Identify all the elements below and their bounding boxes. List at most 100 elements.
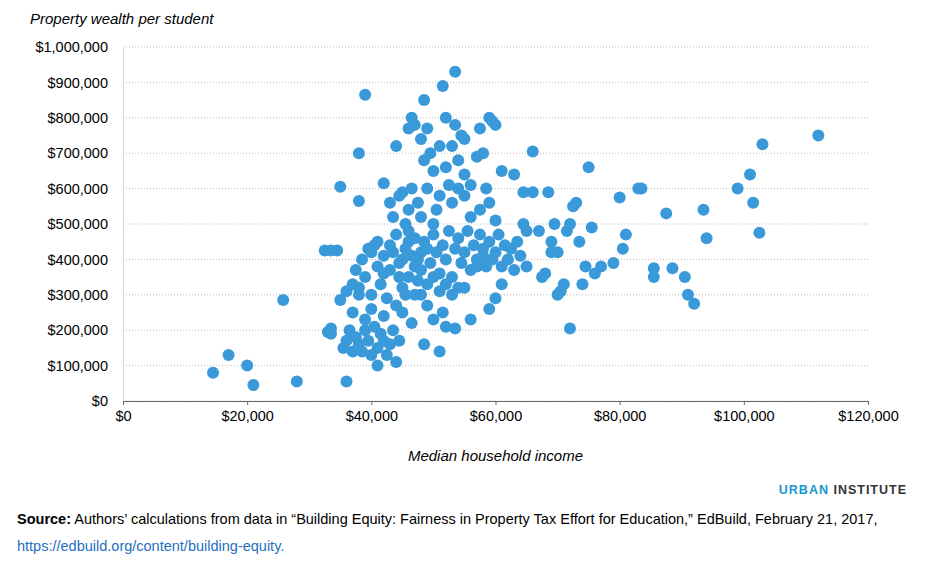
point [583, 161, 595, 173]
point [341, 376, 353, 388]
point [418, 338, 430, 350]
point [558, 278, 570, 290]
point [490, 214, 502, 226]
point [449, 119, 461, 131]
point [353, 195, 365, 207]
point [465, 264, 477, 276]
point [576, 278, 588, 290]
point [449, 66, 461, 78]
point [465, 314, 477, 326]
point [493, 229, 505, 241]
x-tick-mark [744, 401, 745, 405]
point [521, 225, 533, 237]
grid-line [123, 330, 868, 331]
y-tick-label: $100,000 [48, 358, 108, 374]
point [331, 245, 343, 257]
source-link[interactable]: https://edbuild.org/content/building-equ… [17, 538, 284, 554]
point [635, 183, 647, 195]
point [508, 264, 520, 276]
point [427, 218, 439, 230]
point [409, 119, 421, 131]
x-tick-mark [123, 401, 124, 405]
x-tick-mark [868, 401, 869, 405]
point [812, 130, 824, 142]
point [614, 191, 626, 203]
point [666, 262, 678, 274]
x-tick: $80,000 [594, 401, 646, 424]
point [511, 236, 523, 248]
point [586, 222, 598, 234]
point [514, 250, 526, 262]
point [437, 239, 449, 251]
point [458, 168, 470, 180]
y-tick: $800,000 [48, 110, 123, 126]
point [542, 186, 554, 198]
point [427, 229, 439, 241]
y-tick-label: $500,000 [48, 216, 108, 232]
point [446, 140, 458, 152]
point [483, 197, 495, 209]
y-tick-label: $700,000 [48, 145, 108, 161]
point [365, 303, 377, 315]
point [421, 122, 433, 134]
point [353, 282, 365, 294]
y-tick-label: $900,000 [48, 75, 108, 91]
point [415, 211, 427, 223]
y-tick-label: $1,000,000 [35, 39, 108, 55]
point [564, 218, 576, 230]
brand-word: INSTITUTE [829, 483, 907, 497]
x-tick-label: $40,000 [346, 408, 398, 424]
point [390, 229, 402, 241]
x-tick: $40,000 [346, 401, 398, 424]
y-tick: $600,000 [48, 181, 123, 197]
point [365, 289, 377, 301]
point [490, 292, 502, 304]
point [570, 197, 582, 209]
y-tick: $0 [92, 393, 123, 409]
point [437, 80, 449, 92]
point [462, 225, 474, 237]
point [393, 257, 405, 269]
point [291, 376, 303, 388]
point [744, 168, 756, 180]
point [334, 181, 346, 193]
point [527, 145, 539, 157]
point [508, 168, 520, 180]
point [521, 260, 533, 272]
point [372, 236, 384, 248]
x-tick-label: $120,000 [838, 408, 898, 424]
point [440, 161, 452, 173]
y-axis-line [123, 48, 124, 402]
x-axis: $0$20,000$40,000$60,000$80,000$100,000$1… [115, 401, 898, 424]
grid-line [123, 153, 868, 154]
y-tick-label: $0 [92, 393, 108, 409]
point [415, 133, 427, 145]
point [452, 154, 464, 166]
brand-word: URBAN [779, 483, 829, 497]
x-tick: $100,000 [714, 401, 774, 424]
point [378, 177, 390, 189]
points [207, 66, 824, 391]
grid-line [123, 47, 868, 48]
point [427, 271, 439, 283]
y-tick: $100,000 [48, 358, 123, 374]
point [617, 243, 629, 255]
x-tick: $120,000 [838, 401, 898, 424]
point [440, 253, 452, 265]
x-tick: $20,000 [221, 401, 273, 424]
point [421, 299, 433, 311]
y-axis: $0$100,000$200,000$300,000$400,000$500,0… [35, 39, 123, 409]
point [458, 133, 470, 145]
x-tick-label: $60,000 [470, 408, 522, 424]
point [747, 197, 759, 209]
point [372, 360, 384, 372]
point [756, 138, 768, 150]
point [353, 147, 365, 159]
y-tick: $200,000 [48, 322, 123, 338]
point [548, 218, 560, 230]
point [648, 262, 660, 274]
point [564, 322, 576, 334]
point [437, 307, 449, 319]
point [359, 89, 371, 101]
point [384, 239, 396, 251]
